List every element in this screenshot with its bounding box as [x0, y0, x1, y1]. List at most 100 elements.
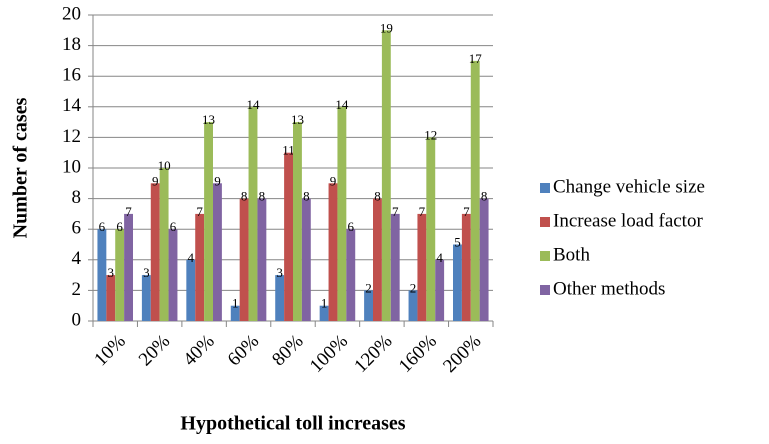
- y-tick-label: 14: [62, 95, 82, 116]
- bar: [417, 213, 427, 321]
- bar: [381, 30, 391, 322]
- legend-swatch: [540, 217, 550, 227]
- value-label: 8: [241, 189, 248, 204]
- bar: [213, 183, 222, 321]
- value-label: 13: [202, 112, 215, 127]
- value-label: 7: [419, 204, 426, 219]
- value-label: 6: [170, 219, 177, 234]
- x-tick-label: 60%: [224, 331, 264, 371]
- legend-label: Change vehicle size: [553, 176, 705, 197]
- bar: [141, 275, 151, 321]
- value-label: 8: [374, 189, 381, 204]
- x-tick-label: 200%: [439, 331, 485, 377]
- bar: [97, 229, 107, 321]
- value-label: 4: [436, 250, 443, 265]
- value-label: 5: [454, 234, 461, 249]
- value-label: 19: [380, 20, 393, 35]
- bar: [275, 275, 285, 321]
- bar: [230, 305, 240, 321]
- y-tick-label: 16: [62, 65, 81, 86]
- bar: [328, 183, 338, 321]
- bar: [186, 259, 196, 321]
- bar: [364, 290, 373, 321]
- value-label: 9: [152, 173, 159, 188]
- bar: [346, 229, 356, 321]
- y-tick-label: 10: [62, 156, 81, 177]
- bar: [470, 60, 480, 322]
- value-label: 1: [232, 296, 239, 311]
- value-label: 17: [469, 51, 483, 66]
- x-tick-label: 120%: [350, 331, 396, 377]
- value-label: 6: [99, 219, 106, 234]
- bar: [124, 213, 133, 321]
- value-label: 9: [214, 173, 221, 188]
- value-label: 2: [365, 280, 372, 295]
- value-label: 11: [282, 143, 295, 158]
- value-label: 14: [335, 97, 349, 112]
- value-label: 10: [158, 158, 171, 173]
- value-label: 7: [392, 204, 399, 219]
- bar: [461, 213, 471, 321]
- x-tick-label: 100%: [306, 331, 352, 377]
- value-label: 7: [125, 204, 132, 219]
- x-tick-label: 10%: [90, 331, 130, 371]
- y-tick-label: 4: [72, 248, 82, 269]
- legend-label: Both: [553, 244, 590, 265]
- value-label: 6: [116, 219, 123, 234]
- y-tick-label: 8: [72, 187, 82, 208]
- y-tick-label: 6: [72, 218, 82, 239]
- y-tick-label: 0: [72, 309, 82, 330]
- y-tick-label: 12: [62, 126, 81, 147]
- x-axis-title: Hypothetical toll increases: [180, 413, 405, 435]
- bar: [248, 106, 258, 321]
- value-label: 4: [188, 250, 195, 265]
- x-tick-label: 160%: [395, 331, 441, 377]
- legend-swatch: [540, 285, 550, 295]
- bar: [426, 137, 436, 321]
- y-axis-title: Number of cases: [10, 97, 32, 238]
- value-label: 3: [108, 265, 115, 280]
- bar: [301, 198, 311, 321]
- y-tick-label: 20: [62, 3, 81, 24]
- bar: [239, 198, 249, 321]
- bar: [373, 198, 382, 321]
- value-label: 2: [410, 280, 417, 295]
- bar: [337, 106, 347, 321]
- value-label: 14: [247, 97, 261, 112]
- bar: [479, 198, 489, 321]
- x-tick-label: 20%: [135, 331, 175, 371]
- bar: [195, 213, 205, 321]
- value-label: 8: [481, 189, 488, 204]
- bar: [390, 213, 400, 321]
- bar: [319, 305, 329, 321]
- bar: [435, 259, 445, 321]
- legend-swatch: [540, 251, 550, 261]
- value-label: 12: [424, 127, 437, 142]
- legend-swatch: [540, 183, 550, 193]
- bar: [159, 168, 169, 321]
- y-tick-label: 18: [62, 34, 81, 55]
- bar: [150, 183, 160, 321]
- bar: [106, 275, 116, 321]
- x-tick-label: 80%: [268, 331, 308, 371]
- value-label: 3: [143, 265, 150, 280]
- value-label: 7: [196, 204, 203, 219]
- x-tick-label: 40%: [179, 331, 219, 371]
- bar: [257, 198, 267, 321]
- bar: [204, 122, 213, 321]
- value-label: 9: [330, 173, 337, 188]
- value-label: 3: [276, 265, 283, 280]
- value-label: 7: [463, 204, 470, 219]
- bar: [168, 229, 178, 321]
- legend-label: Other methods: [553, 278, 665, 299]
- value-label: 8: [259, 189, 266, 204]
- bar: [453, 244, 462, 321]
- value-label: 1: [321, 296, 328, 311]
- value-label: 8: [303, 189, 310, 204]
- bar: [115, 229, 125, 321]
- bar: [408, 290, 418, 321]
- y-tick-label: 2: [72, 279, 82, 300]
- legend-label: Increase load factor: [553, 210, 703, 231]
- bar: [284, 152, 293, 321]
